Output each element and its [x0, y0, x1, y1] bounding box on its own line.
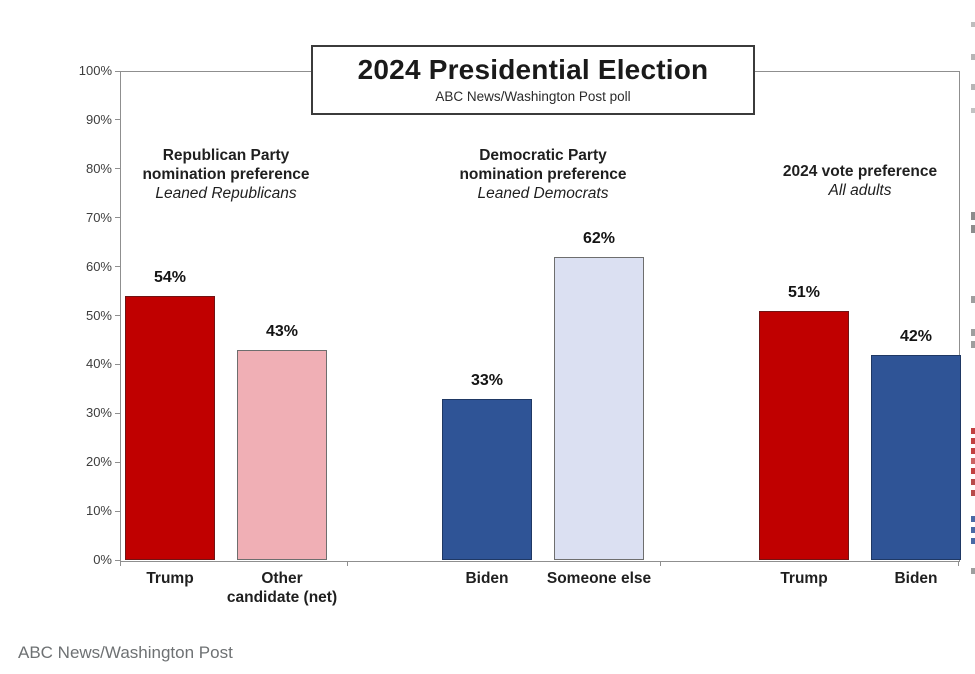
- bar-someone-else: [554, 256, 644, 560]
- group-header-line: nomination preference: [459, 166, 627, 183]
- group-subheader: Leaned Democrats: [477, 185, 609, 202]
- y-axis-label: 80%: [85, 160, 112, 176]
- bar-trump: [759, 310, 849, 560]
- y-axis-tick: [115, 315, 120, 316]
- edge-artifact: [971, 527, 975, 533]
- y-axis-tick: [115, 266, 120, 268]
- bar-value-label: 43%: [265, 322, 299, 340]
- group-header-line: Republican Party: [162, 147, 290, 164]
- x-axis-tick: [958, 561, 959, 566]
- bar-category-label-line: Biden: [894, 570, 938, 587]
- x-axis-tick: [660, 561, 661, 566]
- y-axis-label: 40%: [85, 356, 112, 372]
- group-header-line: nomination preference: [142, 166, 310, 183]
- chart-subtitle: ABC News/Washington Post poll: [435, 89, 631, 104]
- edge-artifact: [971, 490, 975, 496]
- edge-artifact: [971, 428, 975, 434]
- edge-artifact: [971, 341, 975, 348]
- edge-artifact: [971, 54, 975, 60]
- edge-artifact: [971, 225, 975, 233]
- edge-artifact: [971, 108, 975, 113]
- group-subheader: All adults: [828, 182, 892, 199]
- y-axis-label: 100%: [78, 63, 112, 78]
- y-axis-label: 20%: [85, 454, 112, 470]
- bar-biden: [871, 354, 961, 560]
- bar-value-label: 42%: [899, 327, 933, 345]
- y-axis-tick: [115, 168, 120, 170]
- y-axis-tick: [115, 461, 120, 463]
- source-credit: ABC News/Washington Post: [18, 643, 233, 662]
- bar-category-label: Trump: [729, 569, 879, 588]
- y-axis-tick: [115, 70, 120, 72]
- bar-category-label-line: Biden: [465, 570, 509, 587]
- x-axis-tick: [120, 561, 121, 566]
- y-axis-tick: [115, 217, 120, 219]
- y-axis-tick: [115, 559, 120, 561]
- group-header: Republican Party nomination preference Lea…: [86, 146, 366, 203]
- edge-artifact: [971, 568, 975, 574]
- bar-trump: [125, 295, 215, 560]
- y-axis-label: 90%: [85, 111, 112, 127]
- y-axis-tick: [115, 510, 120, 512]
- bar-biden: [442, 398, 532, 560]
- edge-artifact: [971, 22, 975, 27]
- y-axis-label: 10%: [85, 503, 112, 519]
- bar-category-label: Trump: [95, 569, 245, 588]
- bar-category-label: Biden: [412, 569, 562, 588]
- group-header: 2024 vote preference All adults: [720, 162, 975, 200]
- y-axis-label: 50%: [85, 307, 112, 323]
- bar-category-label-line: Someone else: [546, 570, 652, 587]
- edge-artifact: [971, 516, 975, 522]
- bar-value-label: 51%: [787, 283, 821, 301]
- bar-value-label: 62%: [582, 229, 616, 247]
- y-axis-label: 70%: [85, 209, 112, 225]
- bar-category-label: Someone else: [524, 569, 674, 588]
- y-axis-label: 30%: [85, 405, 112, 421]
- chart-title: 2024 Presidential Election: [357, 54, 709, 85]
- edge-artifact: [971, 296, 975, 303]
- chart-title-box: 2024 Presidential Election ABC News/Wash…: [311, 45, 755, 115]
- bar-category-label-line: Other: [261, 570, 303, 587]
- bar-value-label: 33%: [470, 371, 504, 389]
- group-header-line: 2024 vote preference: [782, 163, 938, 180]
- group-header-line: Democratic Party: [479, 147, 607, 164]
- edge-artifact: [971, 212, 975, 220]
- edge-artifact: [971, 84, 975, 90]
- edge-artifact: [971, 458, 975, 464]
- y-axis-tick: [115, 363, 120, 365]
- edge-artifact: [971, 479, 975, 485]
- bar-category-label: Other candidate (net): [207, 569, 357, 607]
- edge-artifact: [971, 438, 975, 444]
- bar-value-label: 54%: [153, 268, 187, 286]
- y-axis-tick: [115, 119, 120, 121]
- group-subheader: Leaned Republicans: [155, 185, 297, 202]
- edge-artifact: [971, 538, 975, 544]
- edge-artifact: [971, 468, 975, 474]
- edge-artifact: [971, 329, 975, 336]
- group-header: Democratic Party nomination preference Lea…: [403, 146, 683, 203]
- bar-other-candidate-net: [237, 349, 327, 560]
- y-axis-label: 60%: [85, 258, 112, 274]
- bar-category-label-line: Trump: [146, 570, 194, 587]
- y-axis-label: 0%: [93, 552, 112, 567]
- bar-category-label: Biden: [841, 569, 975, 588]
- bar-category-label-line: candidate (net): [226, 589, 338, 606]
- y-axis-tick: [115, 412, 120, 414]
- edge-artifact: [971, 448, 975, 454]
- bar-category-label-line: Trump: [780, 570, 828, 587]
- x-axis-tick: [347, 561, 348, 566]
